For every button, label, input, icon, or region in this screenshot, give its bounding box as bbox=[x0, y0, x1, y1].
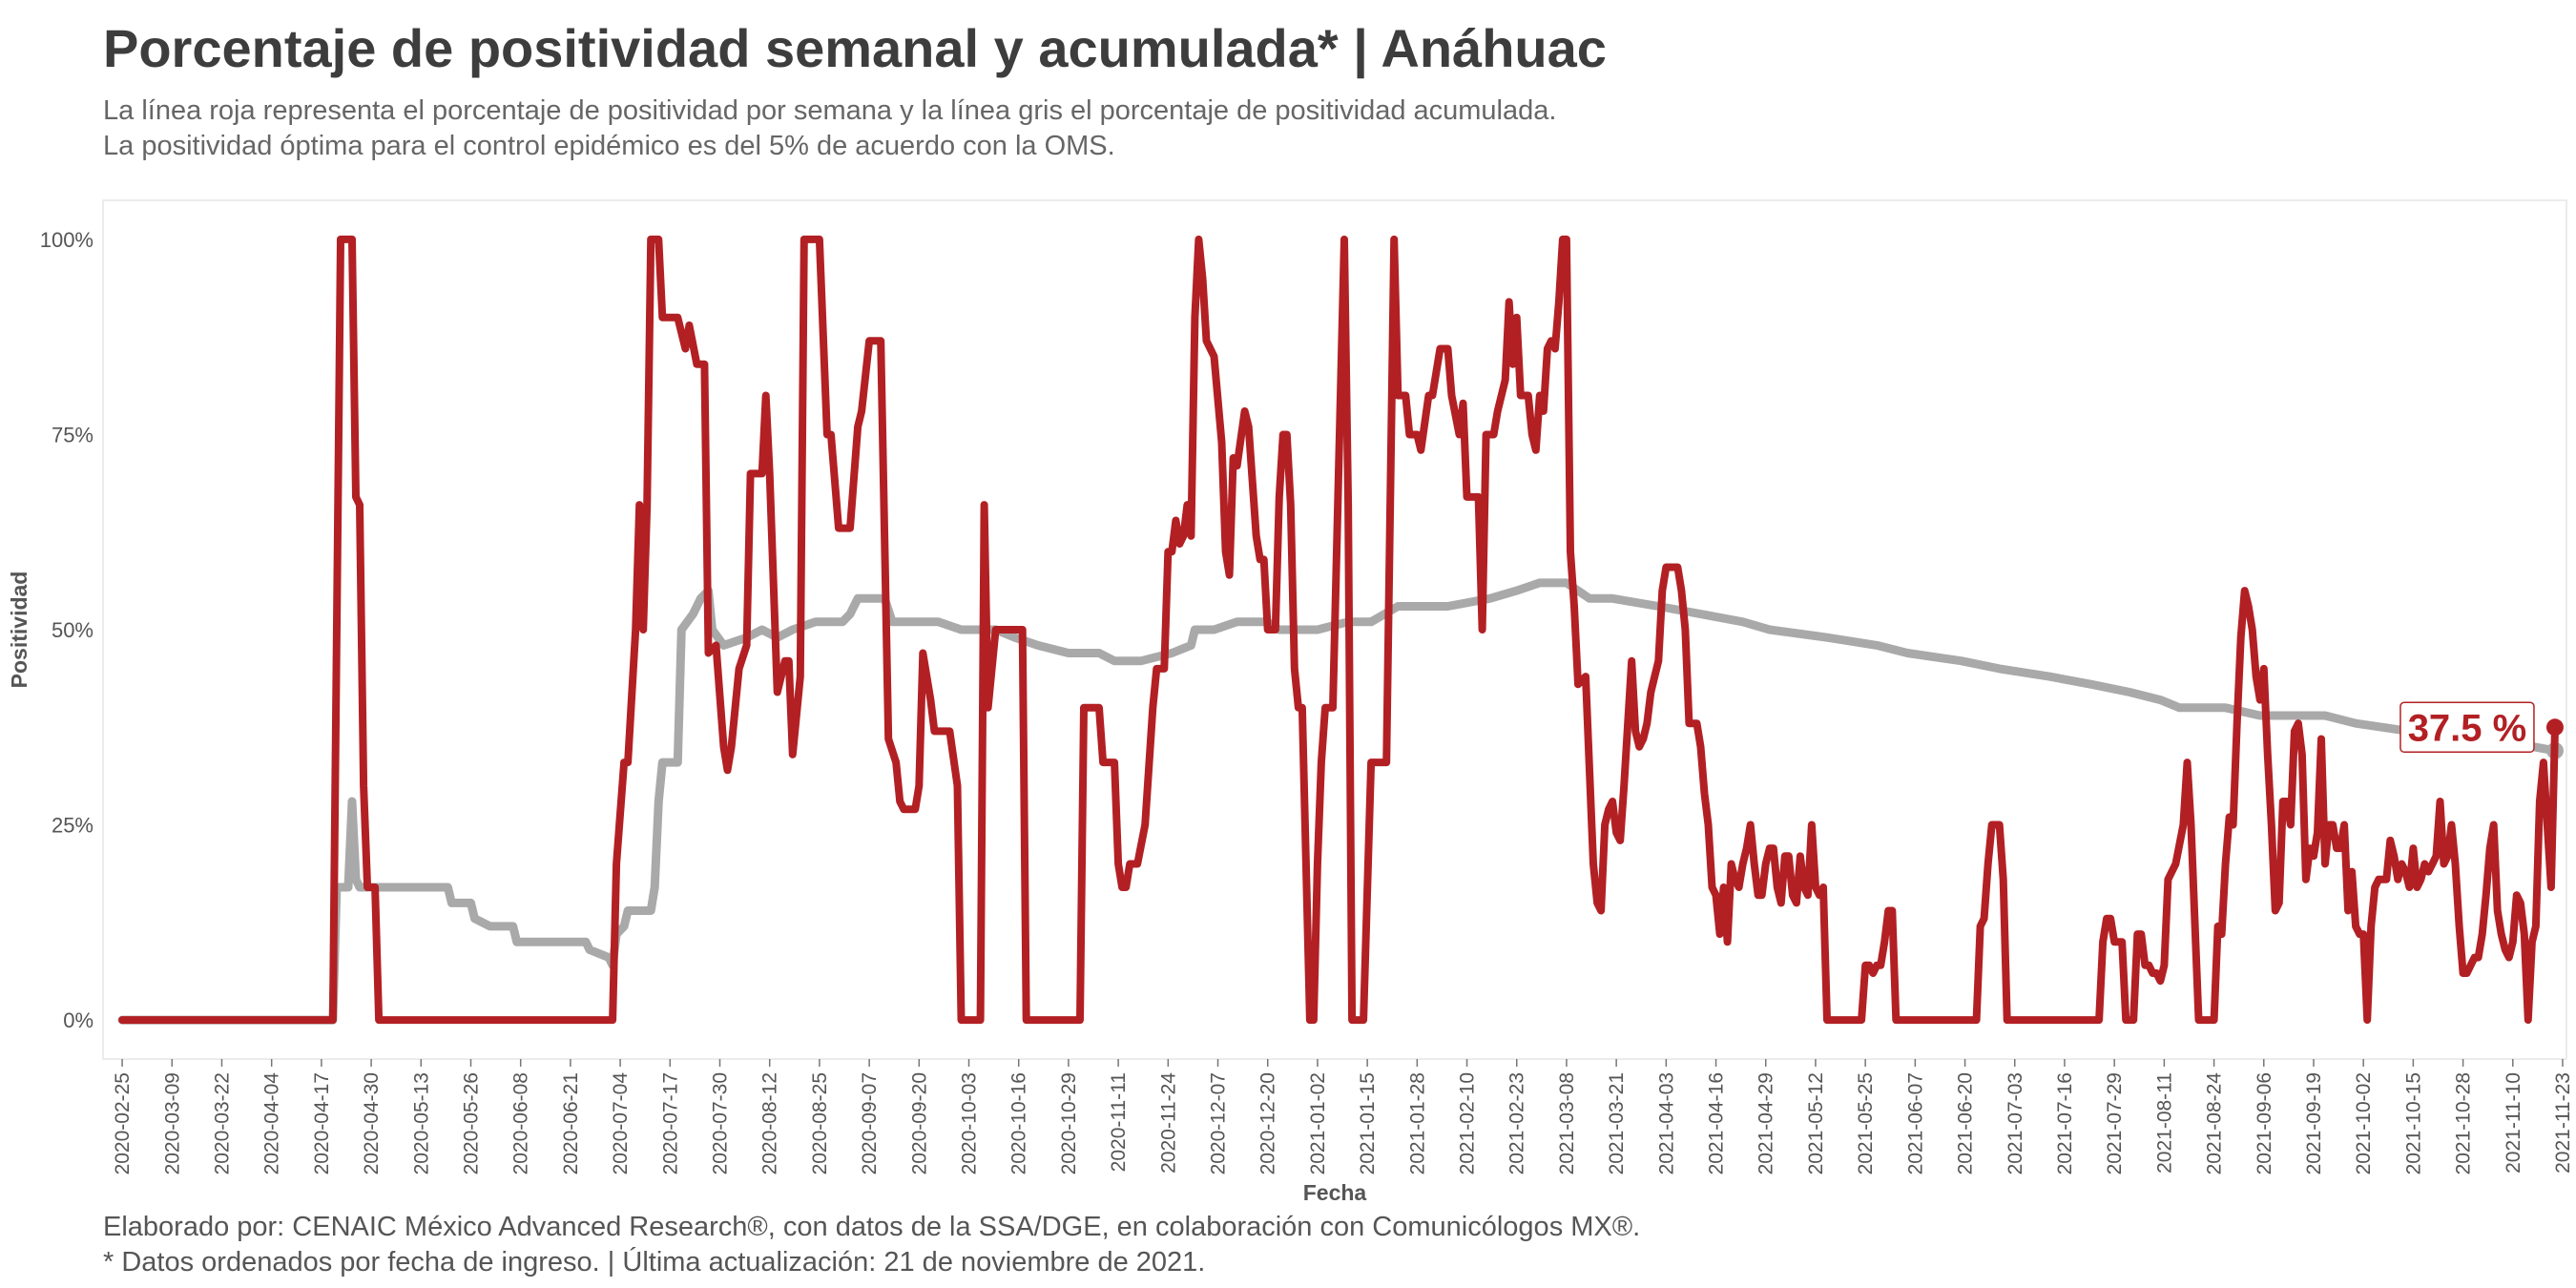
x-tick-label: 2020-06-21 bbox=[560, 1072, 582, 1174]
x-tick-label: 2021-09-06 bbox=[2254, 1072, 2275, 1174]
x-tick-label: 2020-04-17 bbox=[311, 1072, 333, 1174]
plot-panel bbox=[102, 199, 2567, 1060]
x-tick-label: 2021-07-16 bbox=[2054, 1072, 2076, 1174]
series-layer bbox=[117, 235, 2564, 1025]
annotation-layer: 37.5 % bbox=[2399, 701, 2535, 754]
x-tick-label: 2020-04-04 bbox=[261, 1072, 283, 1175]
x-tick-label: 2021-10-02 bbox=[2353, 1072, 2375, 1174]
subtitle-line-1: La línea roja representa el porcentaje d… bbox=[103, 95, 1557, 126]
x-tick-label: 2021-10-15 bbox=[2402, 1072, 2424, 1174]
y-tick-label: 100% bbox=[40, 228, 93, 252]
x-tick-label: 2021-07-03 bbox=[2005, 1072, 2026, 1174]
x-tick-label: 2020-05-26 bbox=[460, 1072, 482, 1174]
x-tick-label: 2020-03-09 bbox=[161, 1072, 183, 1174]
x-tick-label: 2021-03-21 bbox=[1606, 1072, 1628, 1174]
x-tick-label: 2021-08-11 bbox=[2153, 1072, 2175, 1174]
y-tick-label: 50% bbox=[52, 618, 93, 642]
y-tick-label: 0% bbox=[63, 1008, 93, 1032]
x-tick-label: 2021-03-08 bbox=[1556, 1072, 1578, 1174]
x-tick-label: 2020-11-11 bbox=[1108, 1072, 1130, 1172]
x-tick-label: 2020-07-17 bbox=[659, 1072, 681, 1174]
x-tick-label: 2021-05-12 bbox=[1805, 1072, 1827, 1174]
cumulative-positivity-line bbox=[117, 578, 2560, 1025]
x-tick-label: 2021-07-29 bbox=[2104, 1072, 2126, 1174]
x-tick-label: 2021-01-15 bbox=[1357, 1072, 1379, 1174]
x-axis: 2020-02-25 2020-03-09 2020-03-22 2020-04-04… bbox=[112, 1059, 2574, 1174]
x-tick-label: 2021-11-23 bbox=[2552, 1072, 2574, 1174]
x-tick-label: 2020-10-29 bbox=[1058, 1072, 1080, 1174]
x-tick-label: 2020-05-13 bbox=[410, 1072, 432, 1174]
x-tick-label: 2021-06-20 bbox=[1955, 1072, 1977, 1174]
x-tick-label: 2020-07-04 bbox=[610, 1072, 632, 1175]
chart-title: Porcentaje de positividad semanal y acum… bbox=[103, 18, 1607, 78]
x-tick-label: 2021-01-28 bbox=[1406, 1072, 1428, 1174]
x-tick-label: 2020-02-25 bbox=[112, 1072, 134, 1174]
x-tick-label: 2021-08-24 bbox=[2204, 1072, 2226, 1175]
x-tick-label: 2021-10-28 bbox=[2453, 1072, 2475, 1174]
x-axis-title: Fecha bbox=[1303, 1180, 1367, 1205]
last-value-badge bbox=[2399, 701, 2535, 754]
x-tick-label: 2021-02-23 bbox=[1506, 1072, 1528, 1174]
x-tick-label: 2020-08-25 bbox=[809, 1072, 831, 1174]
chart: 0%25%50%75%100% 2020-02-25 2020-03-09 2020… bbox=[7, 199, 2574, 1205]
x-tick-label: 2020-09-20 bbox=[908, 1072, 930, 1174]
y-tick-label: 75% bbox=[52, 423, 93, 447]
x-tick-label: 2020-03-22 bbox=[211, 1072, 233, 1174]
y-tick-label: 25% bbox=[52, 814, 93, 838]
last-value-label: 37.5 % bbox=[2408, 707, 2527, 749]
caption-line-2: * Datos ordenados por fecha de ingreso. … bbox=[103, 1247, 1206, 1278]
x-tick-label: 2020-12-20 bbox=[1257, 1072, 1279, 1174]
x-tick-label: 2021-11-10 bbox=[2503, 1072, 2524, 1174]
chart-subtitle: La línea roja representa el porcentaje d… bbox=[103, 93, 1556, 164]
x-tick-label: 2020-10-16 bbox=[1008, 1072, 1030, 1174]
weekly-positivity-line bbox=[118, 235, 2559, 1025]
chart-caption: Elaborado por: CENAIC México Advanced Re… bbox=[103, 1210, 1640, 1280]
x-tick-label: 2020-11-24 bbox=[1157, 1072, 1179, 1174]
x-tick-label: 2020-07-30 bbox=[710, 1072, 732, 1174]
x-tick-label: 2021-02-10 bbox=[1457, 1072, 1479, 1174]
caption-line-1: Elaborado por: CENAIC México Advanced Re… bbox=[103, 1212, 1641, 1242]
x-tick-label: 2020-06-08 bbox=[510, 1072, 532, 1174]
x-tick-label: 2021-06-07 bbox=[1904, 1072, 1926, 1174]
x-tick-label: 2021-04-03 bbox=[1655, 1072, 1677, 1174]
x-tick-label: 2020-04-30 bbox=[361, 1072, 383, 1174]
x-tick-label: 2021-05-25 bbox=[1855, 1072, 1877, 1174]
x-tick-label: 2020-10-03 bbox=[959, 1072, 981, 1174]
x-tick-label: 2020-12-07 bbox=[1208, 1072, 1230, 1174]
y-axis-title: Positividad bbox=[7, 571, 31, 689]
x-tick-label: 2021-01-02 bbox=[1307, 1072, 1329, 1174]
x-tick-label: 2020-08-12 bbox=[759, 1072, 781, 1174]
x-tick-label: 2020-09-07 bbox=[859, 1072, 881, 1174]
y-axis: 0% 25% 50% 75% 100% bbox=[40, 228, 93, 1032]
x-tick-label: 2021-04-29 bbox=[1755, 1072, 1777, 1174]
subtitle-line-2: La positividad óptima para el control ep… bbox=[103, 131, 1115, 161]
x-tick-label: 2021-09-19 bbox=[2303, 1072, 2325, 1174]
weekly-end-point bbox=[2545, 718, 2564, 737]
x-tick-label: 2021-04-16 bbox=[1706, 1072, 1728, 1174]
